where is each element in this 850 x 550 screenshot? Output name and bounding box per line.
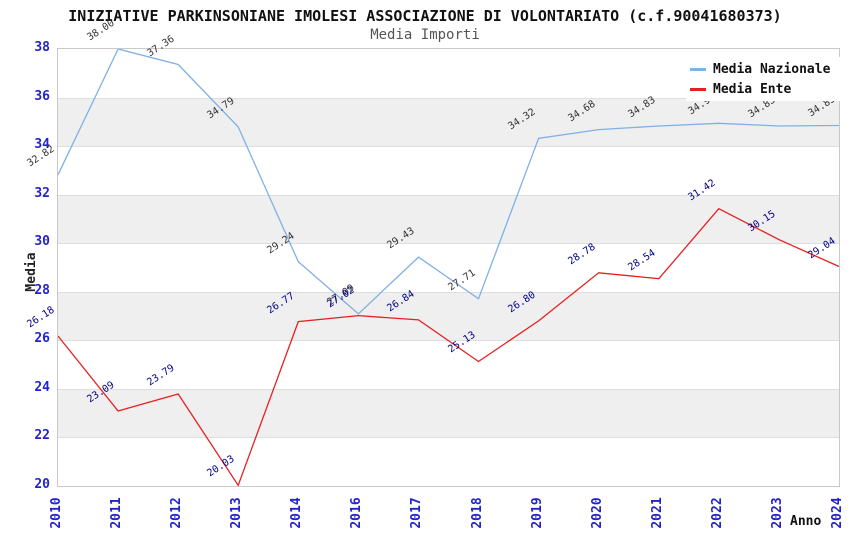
y-tick-label: 38 (34, 40, 50, 55)
background-bands (58, 49, 839, 486)
x-tick-label: 2020 (589, 497, 605, 529)
x-tick-label: 2017 (409, 497, 425, 529)
x-tick-label: 2013 (229, 497, 245, 529)
gridline (58, 291, 839, 293)
series-line-media-ente (58, 207, 839, 486)
grid-band (58, 291, 839, 341)
y-tick-label: 24 (34, 379, 50, 395)
legend-label: Media Nazionale (713, 61, 831, 77)
grid-band (58, 97, 839, 147)
gridline (58, 97, 839, 99)
legend-item-media-ente: Media Ente (686, 79, 848, 99)
x-tick-label: 2022 (709, 497, 725, 529)
y-tick-label: 34 (34, 137, 50, 153)
y-tick-label: 36 (34, 88, 50, 104)
series-line-media-nazionale (58, 49, 839, 315)
x-tick-label: 2021 (649, 497, 665, 529)
x-axis-title: Anno (790, 514, 822, 529)
gridline (58, 388, 839, 390)
x-tick-label: 2018 (469, 497, 485, 529)
chart-subtitle: Media Importi (370, 27, 480, 43)
grid-band (58, 388, 839, 438)
gridline (58, 146, 839, 148)
x-tick-label: 2011 (109, 497, 125, 529)
chart-lines (58, 49, 839, 486)
x-tick-label: 2014 (289, 497, 305, 529)
gridline (58, 194, 839, 196)
grid-band (58, 194, 839, 244)
y-tick-label: 26 (34, 331, 50, 347)
legend-label: Media Ente (713, 81, 792, 97)
chart-title: INIZIATIVE PARKINSONIANE IMOLESI ASSOCIA… (68, 7, 782, 25)
x-tick-label: 2012 (169, 497, 185, 529)
y-tick-label: 20 (34, 477, 50, 492)
x-tick-label: 2010 (49, 497, 64, 529)
x-tick-label: 2016 (349, 497, 365, 529)
x-tick-label: 2019 (529, 497, 545, 529)
legend-item-media-nazionale: Media Nazionale (686, 59, 848, 79)
gridline (58, 437, 839, 439)
gridline (58, 243, 839, 245)
legend-line-swatch-ente (690, 87, 706, 91)
legend-line-swatch-nazionale (690, 67, 706, 71)
x-tick-label: 2023 (769, 497, 785, 529)
y-tick-label: 30 (34, 234, 50, 250)
y-tick-label: 22 (34, 428, 50, 444)
x-tick-label: 2024 (830, 497, 845, 529)
y-tick-label: 28 (34, 282, 50, 298)
plot-area (57, 48, 840, 487)
y-tick-label: 32 (34, 185, 50, 201)
legend: Media Nazionale Media Ente (686, 57, 848, 101)
